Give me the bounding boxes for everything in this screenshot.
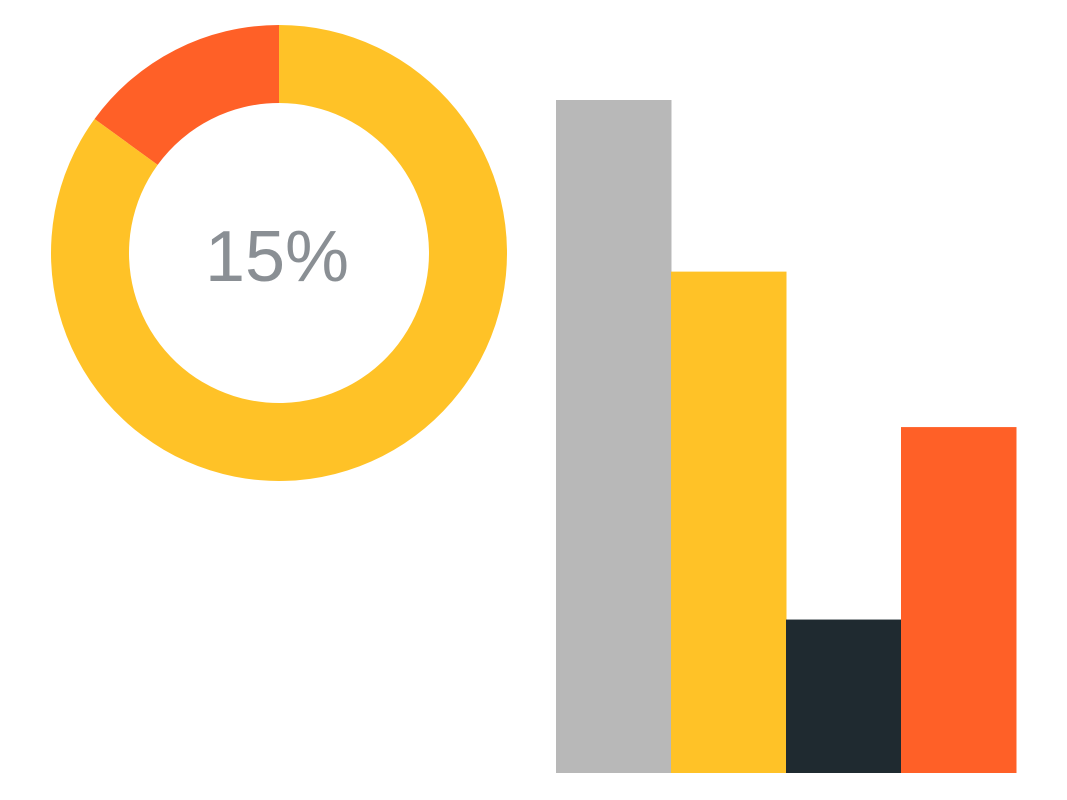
donut-slice-2 <box>51 25 508 481</box>
donut-center-label: 15% <box>205 217 349 297</box>
bar-2 <box>671 271 787 773</box>
donut-chart <box>51 25 508 481</box>
bar-chart <box>556 100 1017 773</box>
donut-slice-1 <box>94 25 279 165</box>
bar-3 <box>786 619 902 773</box>
bar-1 <box>556 100 672 773</box>
bar-4 <box>901 427 1017 773</box>
